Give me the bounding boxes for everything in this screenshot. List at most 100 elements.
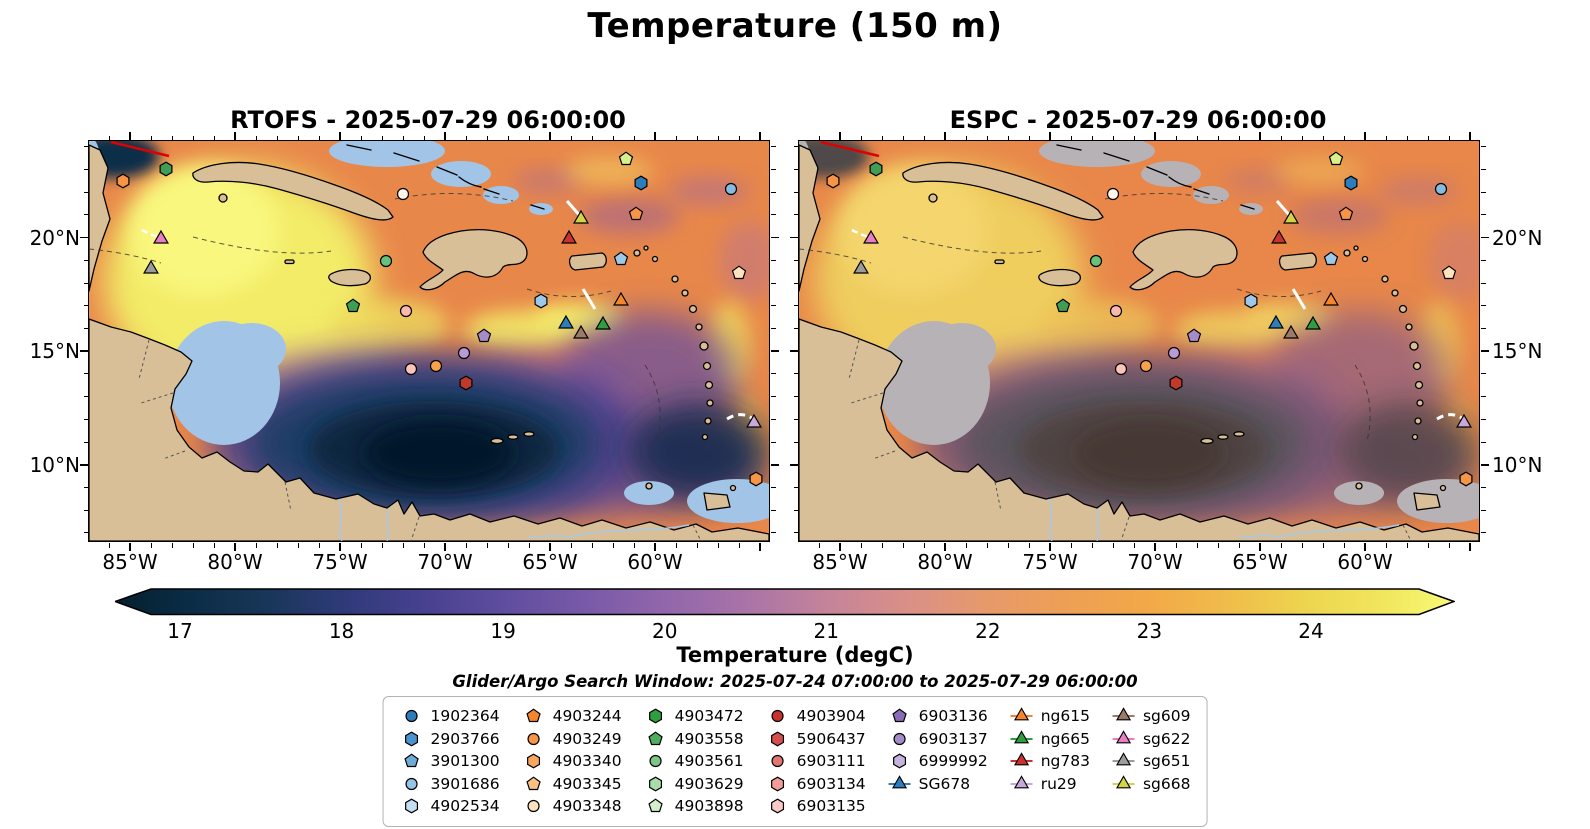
triangle-marker <box>573 209 589 224</box>
axis-tick <box>654 132 656 140</box>
circle-marker <box>396 187 410 201</box>
axis-tick <box>591 543 593 548</box>
axis-tick <box>965 135 967 140</box>
axis-tick <box>1364 543 1366 551</box>
axis-tick <box>790 350 798 352</box>
circle-marker <box>724 182 738 196</box>
axis-tick <box>507 135 509 140</box>
triangle-marker <box>1271 229 1287 244</box>
axis-tick <box>633 135 635 140</box>
legend-item-label: ng783 <box>1040 752 1090 771</box>
pentagon-marker-icon <box>892 708 907 723</box>
axis-tick <box>1385 543 1387 548</box>
legend-item: 2903766 <box>400 728 500 751</box>
axis-tick <box>528 543 530 548</box>
axis-tick <box>150 135 152 140</box>
legend-item-label: sg668 <box>1142 774 1191 793</box>
axis-tick <box>297 543 299 548</box>
axis-tick <box>1175 543 1177 548</box>
triangle-marker <box>613 291 629 306</box>
colorbar <box>112 588 1457 616</box>
legend-item-label: 4903244 <box>552 707 622 726</box>
axis-tick <box>1217 543 1219 548</box>
axis-tick <box>1049 132 1051 140</box>
axis-tick <box>1343 135 1345 140</box>
glider-track-marker-icon <box>1010 707 1033 721</box>
axis-tick <box>83 282 88 284</box>
axis-tick <box>790 236 798 239</box>
axis-tick <box>234 543 236 551</box>
legend-item: 6903136 <box>888 705 988 728</box>
axis-tick <box>759 543 761 551</box>
rtofs-panel-title: RTOFS - 2025-07-29 06:00:00 <box>230 106 626 134</box>
hexagon-marker-icon <box>771 798 785 814</box>
axis-tick <box>986 135 988 140</box>
axis-tick <box>881 543 883 548</box>
axis-tick <box>612 543 614 548</box>
legend-item-label: 4903904 <box>796 707 866 726</box>
glider-track-marker-icon <box>1010 775 1033 789</box>
legend-item-label: 4903561 <box>674 752 744 771</box>
circle-marker-icon <box>405 777 418 790</box>
axis-tick <box>570 543 572 548</box>
pentagon-marker <box>345 298 361 313</box>
axis-tick <box>1481 396 1486 398</box>
axis-tick <box>612 135 614 140</box>
pentagon-marker <box>628 206 644 221</box>
axis-tick <box>1091 543 1093 548</box>
legend-item-label: ng665 <box>1040 729 1090 748</box>
axis-tick <box>944 543 946 551</box>
pentagon-marker <box>1323 251 1339 266</box>
axis-tick <box>771 305 776 307</box>
pentagon-marker <box>1338 206 1354 221</box>
axis-tick <box>771 191 776 193</box>
axis-tick <box>1406 543 1408 548</box>
axis-tick <box>129 132 131 140</box>
axis-tick <box>771 509 776 511</box>
axis-tick <box>80 463 88 466</box>
legend-item-label: ru29 <box>1040 774 1077 793</box>
axis-tick <box>771 282 776 284</box>
axis-tick <box>793 418 798 420</box>
axis-tick <box>339 132 341 140</box>
axis-tick <box>1091 135 1093 140</box>
axis-tick <box>902 543 904 548</box>
figure-title: Temperature (150 m) <box>587 6 1003 46</box>
axis-tick <box>675 543 677 548</box>
espc-map-panel <box>798 140 1480 542</box>
axis-tick <box>1481 236 1489 239</box>
axis-tick <box>1028 543 1030 548</box>
triangle-marker <box>1283 324 1299 339</box>
hexagon-marker-icon <box>649 776 663 792</box>
axis-tick <box>738 135 740 140</box>
legend-item: ng665 <box>1010 728 1090 751</box>
legend: 1902364 2903766 3901300 3901686 4902534 49032… <box>382 696 1208 827</box>
axis-tick <box>83 214 88 216</box>
axis-tick <box>1175 135 1177 140</box>
axis-tick <box>80 236 88 239</box>
circle-marker <box>399 304 413 318</box>
legend-item-label: 4903340 <box>552 752 622 771</box>
axis-tick <box>818 135 820 140</box>
hexagon-marker-icon <box>771 731 785 747</box>
axis-tick <box>1481 282 1486 284</box>
legend-item: 4903249 <box>522 728 622 751</box>
triangle-marker <box>853 259 869 274</box>
legend-item-label: sg651 <box>1142 752 1191 771</box>
rtofs-map-panel <box>88 140 770 542</box>
axis-tick <box>1112 543 1114 548</box>
axis-tick <box>1007 543 1009 548</box>
axis-tick <box>465 135 467 140</box>
axis-tick <box>790 463 798 466</box>
legend-item: 5906437 <box>766 728 866 751</box>
axis-tick <box>1343 543 1345 548</box>
colorbar-title: Temperature (degC) <box>676 643 914 667</box>
axis-tick <box>83 146 88 148</box>
axis-tick <box>818 543 820 548</box>
legend-item: 4903898 <box>644 795 744 818</box>
y-tick-label: 15°N <box>1492 339 1543 364</box>
x-tick-label: 75°W <box>312 550 368 574</box>
axis-tick <box>1385 135 1387 140</box>
glider-track-marker-icon <box>1112 707 1135 721</box>
